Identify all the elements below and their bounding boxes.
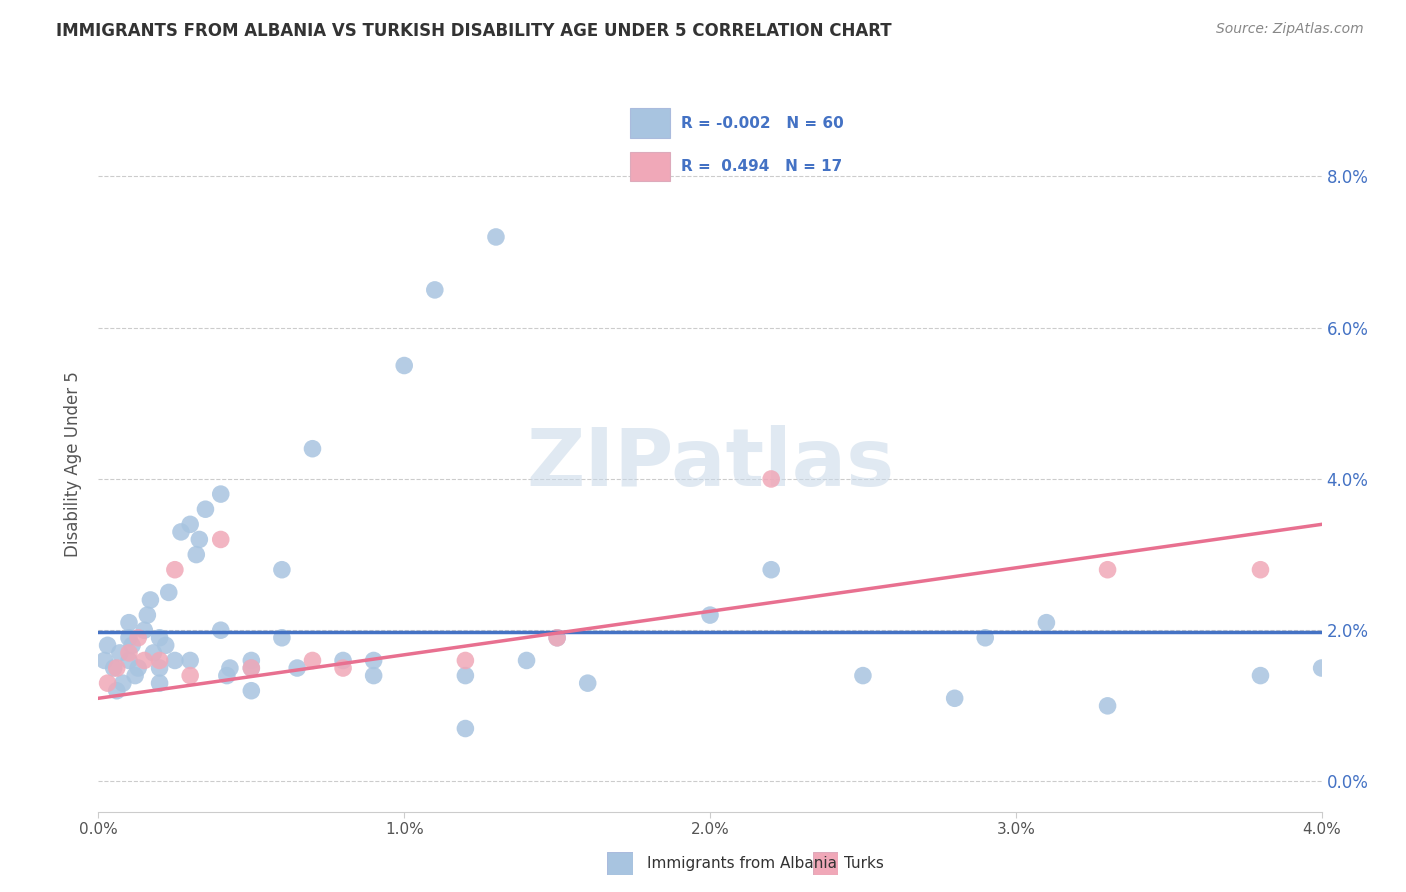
Point xyxy=(155,638,177,652)
Point xyxy=(149,676,172,690)
Point xyxy=(485,230,508,244)
Point xyxy=(1097,563,1119,577)
Point xyxy=(240,661,263,675)
Point xyxy=(546,631,568,645)
Point xyxy=(516,653,538,667)
Point xyxy=(149,631,172,645)
Point xyxy=(103,661,125,675)
FancyBboxPatch shape xyxy=(607,852,633,875)
Point xyxy=(124,668,146,682)
Text: IMMIGRANTS FROM ALBANIA VS TURKISH DISABILITY AGE UNDER 5 CORRELATION CHART: IMMIGRANTS FROM ALBANIA VS TURKISH DISAB… xyxy=(56,22,891,40)
Point xyxy=(1310,661,1333,675)
Point xyxy=(163,563,186,577)
Point xyxy=(301,442,323,456)
Point xyxy=(209,533,232,547)
Point xyxy=(134,653,156,667)
Point xyxy=(127,661,149,675)
Point xyxy=(943,691,966,706)
Point xyxy=(219,661,242,675)
Point xyxy=(363,653,385,667)
Point xyxy=(270,563,294,577)
Point xyxy=(423,283,446,297)
Point xyxy=(118,615,141,630)
Point xyxy=(179,668,201,682)
Point xyxy=(332,661,354,675)
Point xyxy=(363,668,385,682)
Point xyxy=(285,661,308,675)
Point xyxy=(136,608,159,623)
Point xyxy=(108,646,131,660)
Point xyxy=(301,653,323,667)
Point xyxy=(194,502,217,516)
FancyBboxPatch shape xyxy=(813,852,838,875)
Point xyxy=(118,631,141,645)
Text: Turks: Turks xyxy=(844,856,883,871)
Point xyxy=(1249,668,1271,682)
Point xyxy=(699,608,721,623)
Point xyxy=(759,563,782,577)
Point xyxy=(974,631,997,645)
Point xyxy=(240,653,263,667)
Point xyxy=(149,653,172,667)
Point xyxy=(759,472,782,486)
Point xyxy=(105,683,128,698)
Point xyxy=(1035,615,1057,630)
Point xyxy=(576,676,599,690)
Point xyxy=(852,668,875,682)
Text: R =  0.494   N = 17: R = 0.494 N = 17 xyxy=(681,159,842,174)
Point xyxy=(118,646,141,660)
Point xyxy=(392,359,416,373)
Point xyxy=(454,722,477,736)
Point xyxy=(188,533,211,547)
Point xyxy=(157,585,180,599)
Point xyxy=(170,524,193,539)
FancyBboxPatch shape xyxy=(630,152,669,181)
Point xyxy=(215,668,238,682)
Point xyxy=(97,638,120,652)
Point xyxy=(179,517,201,532)
Point xyxy=(163,653,186,667)
Point xyxy=(454,668,477,682)
Point xyxy=(127,631,149,645)
Point xyxy=(546,631,568,645)
Point xyxy=(209,624,232,638)
Y-axis label: Disability Age Under 5: Disability Age Under 5 xyxy=(65,371,83,557)
Point xyxy=(149,661,172,675)
Point xyxy=(93,653,115,667)
Point xyxy=(1249,563,1271,577)
Point xyxy=(454,653,477,667)
Point xyxy=(134,624,156,638)
Point xyxy=(240,661,263,675)
Point xyxy=(139,593,162,607)
Point xyxy=(142,646,165,660)
Text: ZIPatlas: ZIPatlas xyxy=(526,425,894,503)
Text: R = -0.002   N = 60: R = -0.002 N = 60 xyxy=(681,116,844,131)
Point xyxy=(118,653,141,667)
Point xyxy=(1097,698,1119,713)
Point xyxy=(111,676,134,690)
Point xyxy=(105,661,128,675)
Point xyxy=(270,631,294,645)
FancyBboxPatch shape xyxy=(630,109,669,138)
Point xyxy=(121,638,143,652)
Point xyxy=(179,653,201,667)
Text: Immigrants from Albania: Immigrants from Albania xyxy=(647,856,837,871)
Point xyxy=(186,548,208,562)
Text: Source: ZipAtlas.com: Source: ZipAtlas.com xyxy=(1216,22,1364,37)
Point xyxy=(332,653,354,667)
Point xyxy=(97,676,120,690)
Point xyxy=(209,487,232,501)
Point xyxy=(240,683,263,698)
